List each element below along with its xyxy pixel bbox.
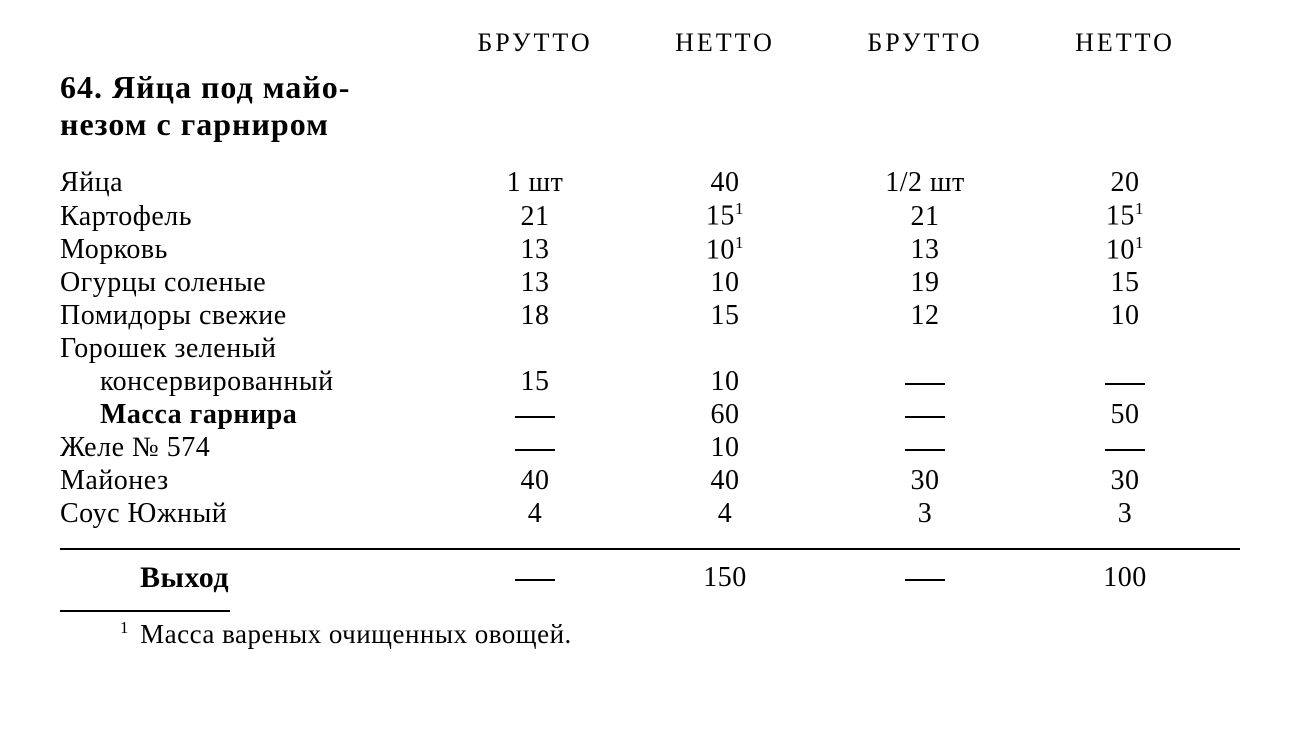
table-row: Яйца1 шт401/2 шт20 xyxy=(60,166,1240,199)
output-n1: 150 xyxy=(630,561,820,594)
netto-1: 4 xyxy=(630,497,820,530)
netto-1: 40 xyxy=(630,166,820,199)
ingredient-name: Яйца xyxy=(60,166,440,199)
ingredient-name: Желе № 574 xyxy=(60,431,440,464)
netto-1: 60 xyxy=(630,398,820,431)
brutto-1: 40 xyxy=(440,464,630,497)
brutto-2: 13 xyxy=(820,233,1030,266)
netto-1: 151 xyxy=(630,199,820,232)
netto-1: 10 xyxy=(630,266,820,299)
netto-2: 50 xyxy=(1030,398,1220,431)
netto-2: 20 xyxy=(1030,166,1220,199)
header-brutto-2: БРУТТО xyxy=(820,28,1030,59)
footnote-mark: 1 xyxy=(120,618,129,637)
recipe-table-page: БРУТТО НЕТТО БРУТТО НЕТТО 64. Яйца под м… xyxy=(0,0,1300,745)
table-row: консервированный1510 xyxy=(60,365,1240,398)
footnote-rule xyxy=(60,610,230,612)
ingredient-name: Соус Южный xyxy=(60,497,440,530)
brutto-2 xyxy=(820,398,1030,431)
brutto-1 xyxy=(440,398,630,431)
brutto-2: 1/2 шт xyxy=(820,166,1030,199)
brutto-1: 13 xyxy=(440,233,630,266)
netto-2: 101 xyxy=(1030,233,1220,266)
footnote: 1 Масса вареных очищенных овощей. xyxy=(60,610,1240,651)
brutto-1: 18 xyxy=(440,299,630,332)
recipe-title-line2: незом с гарниром xyxy=(60,106,329,142)
ingredient-name: Майонез xyxy=(60,464,440,497)
table-row: Масса гарнира 60 50 xyxy=(60,398,1240,431)
netto-2 xyxy=(1030,431,1220,464)
brutto-2 xyxy=(820,431,1030,464)
brutto-2: 12 xyxy=(820,299,1030,332)
output-n2: 100 xyxy=(1030,561,1220,594)
table-row: Картофель2115121151 xyxy=(60,199,1240,232)
recipe-number: 64. xyxy=(60,69,103,105)
table-row: Майонез40403030 xyxy=(60,464,1240,497)
netto-1: 10 xyxy=(630,365,820,398)
ingredient-name: Масса гарнира xyxy=(60,398,440,431)
ingredient-rows: Яйца1 шт401/2 шт20Картофель2115121151Мор… xyxy=(60,166,1240,530)
brutto-1: 4 xyxy=(440,497,630,530)
brutto-1 xyxy=(440,431,630,464)
netto-2 xyxy=(1030,365,1220,398)
header-brutto-1: БРУТТО xyxy=(440,28,630,59)
netto-2: 151 xyxy=(1030,199,1220,232)
brutto-1: 15 xyxy=(440,365,630,398)
netto-1: 101 xyxy=(630,233,820,266)
netto-2: 3 xyxy=(1030,497,1220,530)
table-row: Желе № 574 10 xyxy=(60,431,1240,464)
ingredient-name: Картофель xyxy=(60,200,440,233)
ingredient-name: Помидоры свежие xyxy=(60,299,440,332)
separator-rule xyxy=(60,548,1240,550)
brutto-2: 30 xyxy=(820,464,1030,497)
table-row: Огурцы соленые13101915 xyxy=(60,266,1240,299)
brutto-2: 21 xyxy=(820,200,1030,233)
netto-1: 10 xyxy=(630,431,820,464)
table-row: Морковь1310113101 xyxy=(60,233,1240,266)
brutto-1: 13 xyxy=(440,266,630,299)
netto-2: 10 xyxy=(1030,299,1220,332)
output-b1 xyxy=(440,561,630,594)
brutto-1: 1 шт xyxy=(440,166,630,199)
header-netto-1: НЕТТО xyxy=(630,28,820,59)
brutto-1: 21 xyxy=(440,200,630,233)
output-label: Выход xyxy=(60,560,440,595)
footnote-text: Масса вареных очищенных овощей. xyxy=(140,619,572,649)
table-row: Горошек зеленый xyxy=(60,332,1240,365)
ingredient-name: Морковь xyxy=(60,233,440,266)
netto-2: 30 xyxy=(1030,464,1220,497)
netto-2: 15 xyxy=(1030,266,1220,299)
column-headers: БРУТТО НЕТТО БРУТТО НЕТТО xyxy=(60,28,1240,59)
brutto-2: 3 xyxy=(820,497,1030,530)
recipe-title-line1: Яйца под майо- xyxy=(112,69,350,105)
recipe-title: 64. Яйца под майо- незом с гарниром xyxy=(60,69,460,145)
netto-1: 40 xyxy=(630,464,820,497)
brutto-2 xyxy=(820,365,1030,398)
header-netto-2: НЕТТО xyxy=(1030,28,1220,59)
table-row: Соус Южный4433 xyxy=(60,497,1240,530)
table-row: Помидоры свежие18151210 xyxy=(60,299,1240,332)
ingredient-name: консервированный xyxy=(60,365,440,398)
output-b2 xyxy=(820,561,1030,594)
ingredient-name: Горошек зеленый xyxy=(60,332,440,365)
brutto-2: 19 xyxy=(820,266,1030,299)
output-row: Выход 150 100 xyxy=(60,560,1240,595)
netto-1: 15 xyxy=(630,299,820,332)
ingredient-name: Огурцы соленые xyxy=(60,266,440,299)
